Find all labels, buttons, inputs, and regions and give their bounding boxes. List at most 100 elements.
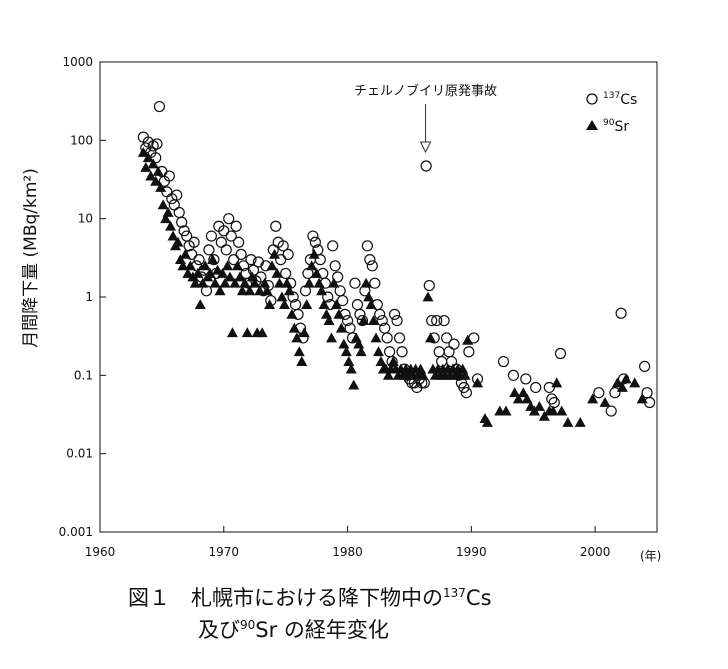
point-sr90-71 <box>313 277 325 288</box>
point-cs137-137 <box>520 373 532 385</box>
point-cs137-91 <box>361 240 373 252</box>
point-cs137-86 <box>349 277 361 289</box>
point-cs137-63 <box>292 308 304 320</box>
point-cs137-126 <box>448 338 460 350</box>
point-cs137-69 <box>307 230 319 242</box>
point-cs137-90 <box>359 285 371 297</box>
point-cs137-148 <box>639 360 651 373</box>
annotation-text: チェルノブイリ原発事故 <box>354 83 497 99</box>
legend-label-cs137: 137Cs <box>603 91 637 108</box>
point-cs137-35 <box>223 213 235 225</box>
point-cs137-87 <box>351 298 364 311</box>
x-axis: 1960 1970 1980 1990 2000 <box>85 526 610 559</box>
y-axis-label: 月間降下量 (MBq/km²) <box>21 168 41 348</box>
point-cs137-119 <box>431 314 443 327</box>
point-sr90-115 <box>424 332 436 343</box>
point-cs137-76 <box>324 298 336 311</box>
point-cs137-50 <box>260 260 272 272</box>
point-cs137-100 <box>384 346 396 358</box>
point-sr90-54 <box>271 267 283 278</box>
point-sr90-10 <box>162 206 174 217</box>
point-sr90-4 <box>147 158 159 169</box>
point-sr90-131 <box>472 377 484 388</box>
point-cs137-29 <box>208 254 220 266</box>
point-cs137-130 <box>458 381 470 394</box>
x-tick-label-3: 1990 <box>456 545 487 559</box>
point-cs137-149 <box>641 387 653 399</box>
x-axis-unit: (年) <box>640 549 661 563</box>
point-cs137-39 <box>233 236 245 248</box>
legend-marker-sr90 <box>586 120 598 130</box>
y-tick-label-3: 1 <box>85 290 93 304</box>
point-sr90-114 <box>422 291 434 302</box>
legend-base-sr90: Sr <box>614 119 629 135</box>
point-sr90-147 <box>556 405 568 416</box>
point-sr90-73 <box>318 299 330 309</box>
point-sr90-47 <box>254 285 266 296</box>
point-sr90-136 <box>509 387 521 398</box>
point-sr90-66 <box>301 299 313 309</box>
y-axis: 1000 100 10 1 0.1 0.01 0.001 <box>59 55 106 539</box>
point-cs137-81 <box>337 294 349 307</box>
point-cs137-84 <box>344 322 356 334</box>
point-cs137-24 <box>195 271 208 283</box>
point-cs137-37 <box>228 254 240 266</box>
point-cs137-41 <box>237 260 250 272</box>
point-cs137-5 <box>150 152 162 164</box>
point-cs137-77 <box>327 240 339 252</box>
y-tick-label-5: 0.01 <box>66 447 93 461</box>
point-sr90-61 <box>288 322 300 333</box>
point-cs137-7 <box>153 100 166 113</box>
point-cs137-131 <box>460 387 472 399</box>
point-cs137-52 <box>265 294 277 307</box>
point-cs137-38 <box>230 220 242 232</box>
point-cs137-141 <box>548 396 560 409</box>
point-cs137-122 <box>438 314 450 327</box>
point-cs137-85 <box>346 332 359 344</box>
y-tick-label-1: 100 <box>70 133 93 147</box>
point-cs137-138 <box>530 381 542 394</box>
point-cs137-99 <box>381 332 393 344</box>
point-cs137-139 <box>543 381 555 394</box>
point-sr90-3 <box>145 170 157 181</box>
point-sr90-18 <box>182 267 194 278</box>
point-sr90-152 <box>611 377 623 388</box>
point-cs137-133 <box>468 332 480 344</box>
annotation: チェルノブイリ原発事故 <box>354 83 497 154</box>
point-cs137-70 <box>309 236 321 248</box>
point-sr90-83 <box>343 356 355 366</box>
point-sr90-64 <box>296 356 308 366</box>
point-sr90-35 <box>224 271 236 282</box>
x-tick-label-0: 1960 <box>85 545 116 559</box>
point-sr90-21 <box>189 277 201 288</box>
legend-label-sr90: 90Sr <box>603 118 629 135</box>
point-cs137-115 <box>420 160 432 172</box>
point-cs137-62 <box>289 298 302 311</box>
point-sr90-23 <box>194 299 206 309</box>
point-sr90-29 <box>209 277 221 288</box>
point-sr90-1 <box>140 161 152 172</box>
point-sr90-79 <box>333 308 345 319</box>
point-sr90-19 <box>184 260 196 271</box>
point-sr90-63 <box>293 346 305 357</box>
point-sr90-32 <box>217 267 229 278</box>
point-sr90-5 <box>150 175 162 186</box>
point-sr90-81 <box>338 338 350 349</box>
point-cs137-88 <box>354 308 366 320</box>
point-sr90-78 <box>330 299 342 309</box>
point-cs137-106 <box>398 363 411 375</box>
point-sr90-149 <box>574 416 586 427</box>
point-sr90-8 <box>157 199 169 210</box>
caption-line-1-suffix: Cs <box>465 586 492 610</box>
y-tick-label-0: 1000 <box>62 55 93 69</box>
point-cs137-80 <box>334 285 346 297</box>
point-cs137-75 <box>322 291 334 303</box>
point-sr90-80 <box>335 322 347 333</box>
point-sr90-77 <box>328 277 340 288</box>
point-sr90-11 <box>165 220 177 231</box>
caption-line-2-prefix: 及び <box>198 618 240 642</box>
point-cs137-74 <box>319 277 331 289</box>
point-sr90-42 <box>241 327 253 338</box>
point-cs137-147 <box>617 373 630 385</box>
point-sr90-31 <box>214 285 226 296</box>
